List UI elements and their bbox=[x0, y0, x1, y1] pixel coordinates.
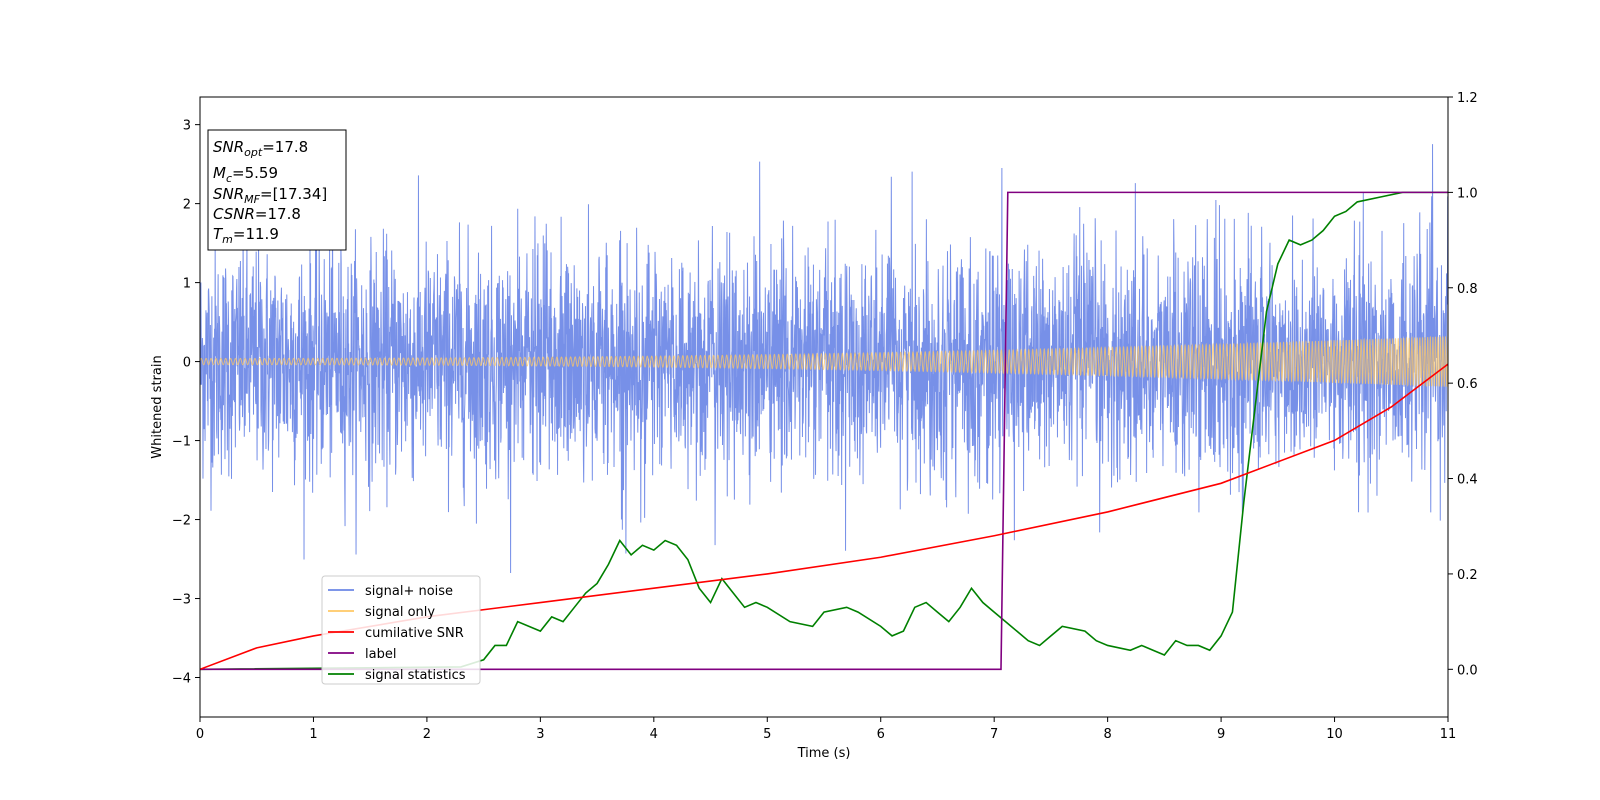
y-left-tick-label: 3 bbox=[183, 119, 191, 134]
x-tick-label: 9 bbox=[1217, 727, 1225, 742]
x-tick-label: 1 bbox=[309, 727, 317, 742]
x-tick-label: 8 bbox=[1103, 727, 1111, 742]
y-right-tick-label: 0.2 bbox=[1457, 568, 1478, 583]
x-tick-label: 5 bbox=[763, 727, 771, 742]
y-left-tick-label: −2 bbox=[172, 514, 191, 529]
y-axis-label: Whitened strain bbox=[150, 355, 165, 458]
info-snr-opt-value: =17.8 bbox=[262, 138, 308, 156]
info-mc: Mc=5.59 bbox=[213, 164, 278, 185]
x-tick-label: 7 bbox=[990, 727, 998, 742]
info-tm: Tm=11.9 bbox=[213, 225, 279, 246]
x-tick-label: 11 bbox=[1440, 727, 1457, 742]
info-mc-value: =5.59 bbox=[232, 164, 278, 182]
info-snr-mf: SNRMF=[17.34] bbox=[213, 185, 327, 206]
info-snr-mf-value: =[17.34] bbox=[260, 185, 327, 203]
legend-label: label bbox=[365, 647, 396, 662]
info-csnr-value: =17.8 bbox=[255, 205, 301, 223]
signal-plus-noise-line bbox=[200, 144, 1448, 573]
x-tick-label: 6 bbox=[877, 727, 885, 742]
x-axis: 0 1 2 3 4 5 6 7 8 9 10 11 bbox=[196, 717, 1456, 742]
info-csnr: CSNR=17.8 bbox=[213, 205, 301, 223]
y-left-tick-label: 1 bbox=[183, 277, 191, 292]
info-snr-opt: SNRopt=17.8 bbox=[213, 138, 308, 159]
info-box-frame bbox=[207, 129, 347, 251]
info-tm-value: =11.9 bbox=[233, 225, 279, 243]
x-tick-label: 2 bbox=[423, 727, 431, 742]
x-tick-label: 4 bbox=[650, 727, 658, 742]
y-right-tick-label: 0.0 bbox=[1457, 663, 1478, 678]
legend: signal+ noise signal only cumilative SNR la… bbox=[321, 575, 481, 685]
y-left-tick-label: 2 bbox=[183, 198, 191, 213]
legend-frame bbox=[321, 575, 481, 685]
y-right-tick-label: 1.2 bbox=[1457, 91, 1478, 106]
legend-label: cumilative SNR bbox=[365, 626, 464, 641]
y-left-tick-label: 0 bbox=[183, 356, 191, 371]
y-right-tick-label: 0.8 bbox=[1457, 282, 1478, 297]
info-box: SNRopt=17.8 Mc=5.59 SNRMF=[17.34] CSNR=1… bbox=[207, 129, 347, 251]
y-axis-right: 0.0 0.2 0.4 0.6 0.8 1.0 1.2 bbox=[1448, 91, 1478, 678]
x-tick-label: 0 bbox=[196, 727, 204, 742]
y-left-tick-label: −3 bbox=[172, 593, 191, 608]
x-tick-label: 10 bbox=[1326, 727, 1343, 742]
plot-frame bbox=[199, 96, 1449, 718]
y-left-tick-label: −4 bbox=[172, 672, 191, 687]
y-right-tick-label: 0.4 bbox=[1457, 473, 1478, 488]
legend-label: signal only bbox=[365, 605, 435, 620]
y-right-tick-label: 0.6 bbox=[1457, 377, 1478, 392]
legend-label: signal statistics bbox=[365, 668, 466, 683]
signal-plus-noise-series bbox=[200, 144, 1448, 573]
x-axis-label: Time (s) bbox=[797, 746, 851, 761]
legend-label: signal+ noise bbox=[365, 584, 453, 599]
y-axis-left: −4 −3 −2 −1 0 1 2 3 bbox=[172, 119, 200, 687]
y-right-tick-label: 1.0 bbox=[1457, 186, 1478, 201]
y-left-tick-label: −1 bbox=[172, 435, 191, 450]
signal-only-series bbox=[200, 335, 1448, 388]
label-line bbox=[200, 191, 1448, 671]
signal-statistics-line bbox=[200, 191, 1448, 671]
signal-only-line bbox=[200, 335, 1448, 388]
x-tick-label: 3 bbox=[536, 727, 544, 742]
legend-items: signal+ noise signal only cumilative SNR la… bbox=[328, 584, 466, 683]
